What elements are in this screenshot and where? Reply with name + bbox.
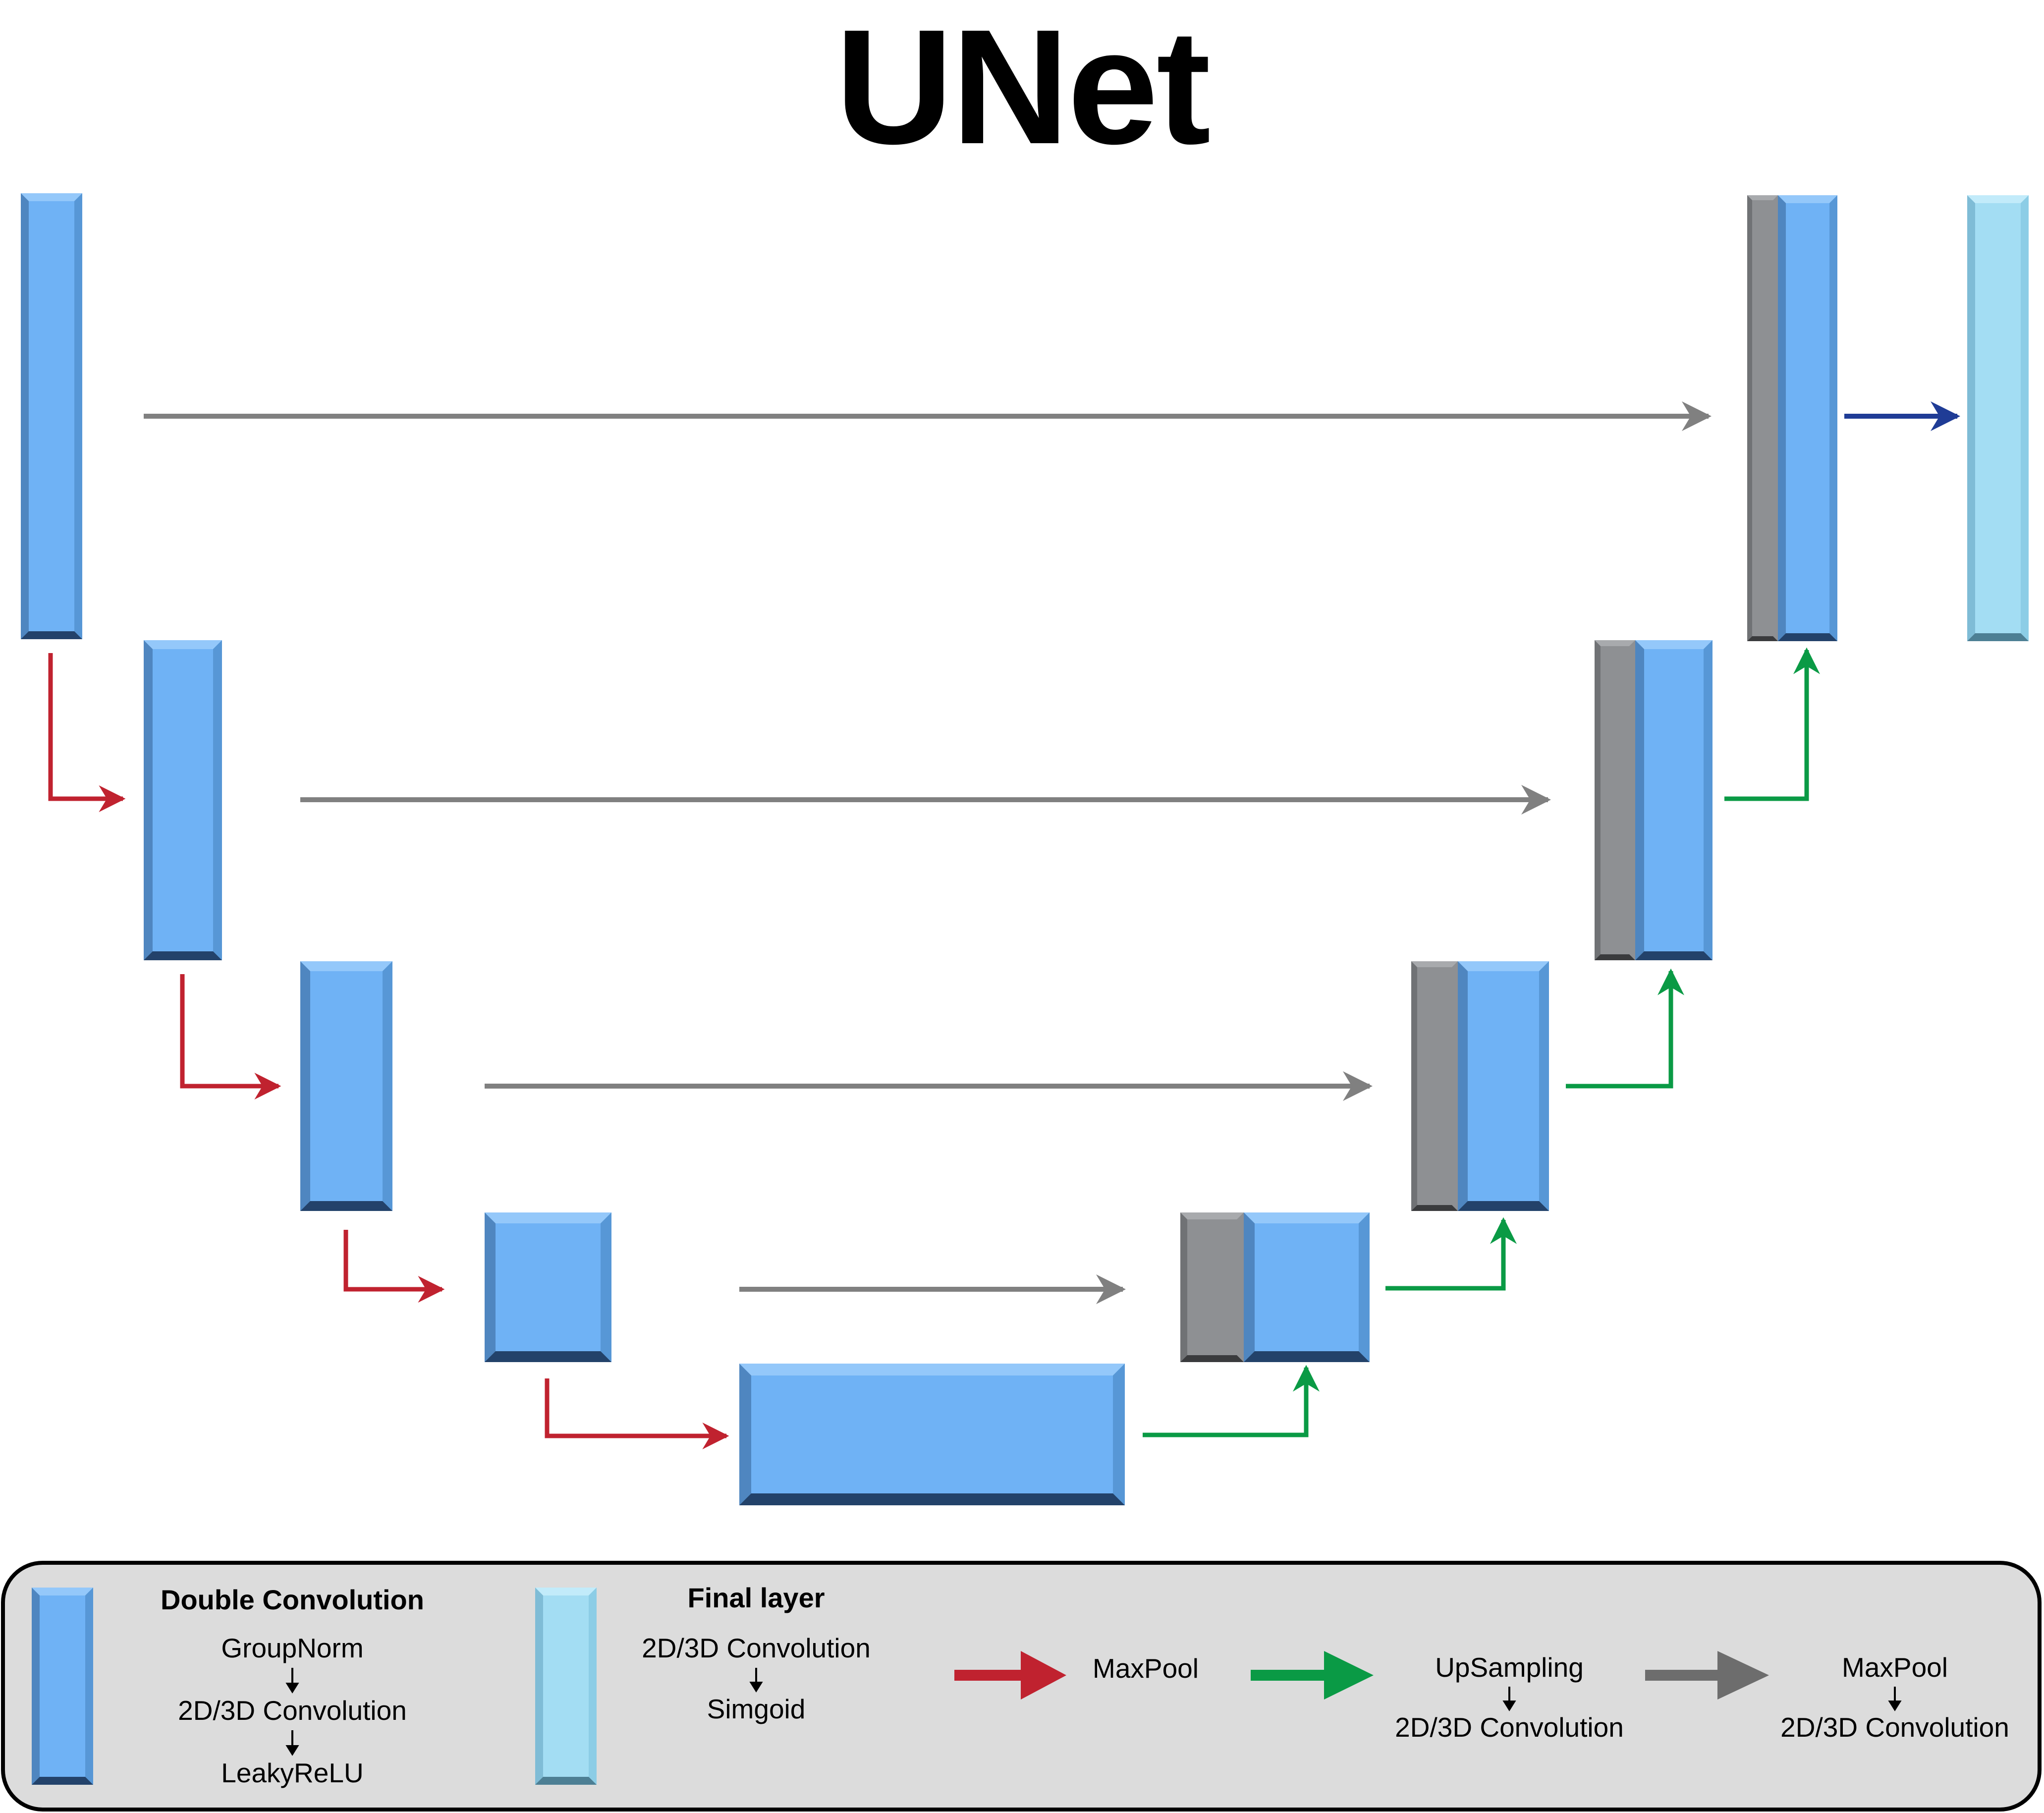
legend-double-conv-swatch: [32, 1588, 93, 1785]
legend-final-layer-title: Final layer: [687, 1582, 825, 1613]
skip-arrows: [144, 401, 1712, 1304]
upsampling-arrow-4: [1724, 647, 1820, 801]
legend-final-layer-step-1: 2D/3D Convolution: [642, 1633, 871, 1663]
diagram-title: UNet: [835, 0, 1211, 178]
maxpool-arrow-3: [343, 1230, 445, 1303]
legend-maxpool-label: MaxPool: [1093, 1653, 1199, 1684]
decoder-block-1: [1747, 195, 1837, 641]
encoder-block-3: [300, 961, 392, 1211]
legend-double-conv-step-1: GroupNorm: [221, 1633, 363, 1663]
legend-final-layer-swatch: [535, 1588, 597, 1785]
legend: Double Convolution GroupNorm 2D/3D Convo…: [1, 1561, 2042, 1812]
decoder-block-3: [1411, 961, 1549, 1211]
legend-double-conv-title: Double Convolution: [161, 1584, 424, 1615]
maxpool-arrow-4: [545, 1378, 729, 1449]
upsampling-arrow-1: [1143, 1365, 1320, 1437]
legend-step-arrow-icon: [285, 1668, 299, 1756]
encoder-block-4: [485, 1212, 611, 1362]
upsampling-arrow-2: [1385, 1217, 1517, 1291]
final-layer-block: [1967, 195, 2029, 641]
maxpool-arrows: [48, 653, 729, 1449]
encoder-block-2: [144, 640, 222, 960]
decoder-block-4: [1180, 1212, 1370, 1362]
legend-step-arrow-icon: [1502, 1687, 1516, 1711]
legend-skip-step-1: MaxPool: [1842, 1652, 1948, 1683]
upsampling-arrow-3: [1566, 968, 1684, 1089]
decoder-block-2: [1595, 640, 1713, 960]
legend-final-layer-step-2: Simgoid: [707, 1694, 806, 1724]
bottleneck-block: [739, 1364, 1125, 1505]
legend-maxpool-arrow-icon: [954, 1651, 1066, 1700]
legend-upsampling-arrow-icon: [1251, 1651, 1374, 1700]
legend-skip-step-2: 2D/3D Convolution: [1780, 1712, 2009, 1743]
legend-upsampling-step-1: UpSampling: [1435, 1652, 1584, 1683]
legend-double-conv-step-2: 2D/3D Convolution: [178, 1695, 407, 1726]
upsampling-arrows: [1143, 647, 1820, 1437]
legend-skip-arrow-icon: [1645, 1651, 1769, 1700]
legend-step-arrow-icon: [749, 1668, 763, 1693]
legend-step-arrow-icon: [1888, 1687, 1902, 1711]
legend-upsampling-step-2: 2D/3D Convolution: [1395, 1712, 1624, 1743]
encoder-block-1: [21, 193, 82, 639]
maxpool-arrow-2: [180, 974, 281, 1099]
maxpool-arrow-1: [48, 653, 126, 812]
legend-double-conv-step-3: LeakyReLU: [221, 1758, 363, 1788]
